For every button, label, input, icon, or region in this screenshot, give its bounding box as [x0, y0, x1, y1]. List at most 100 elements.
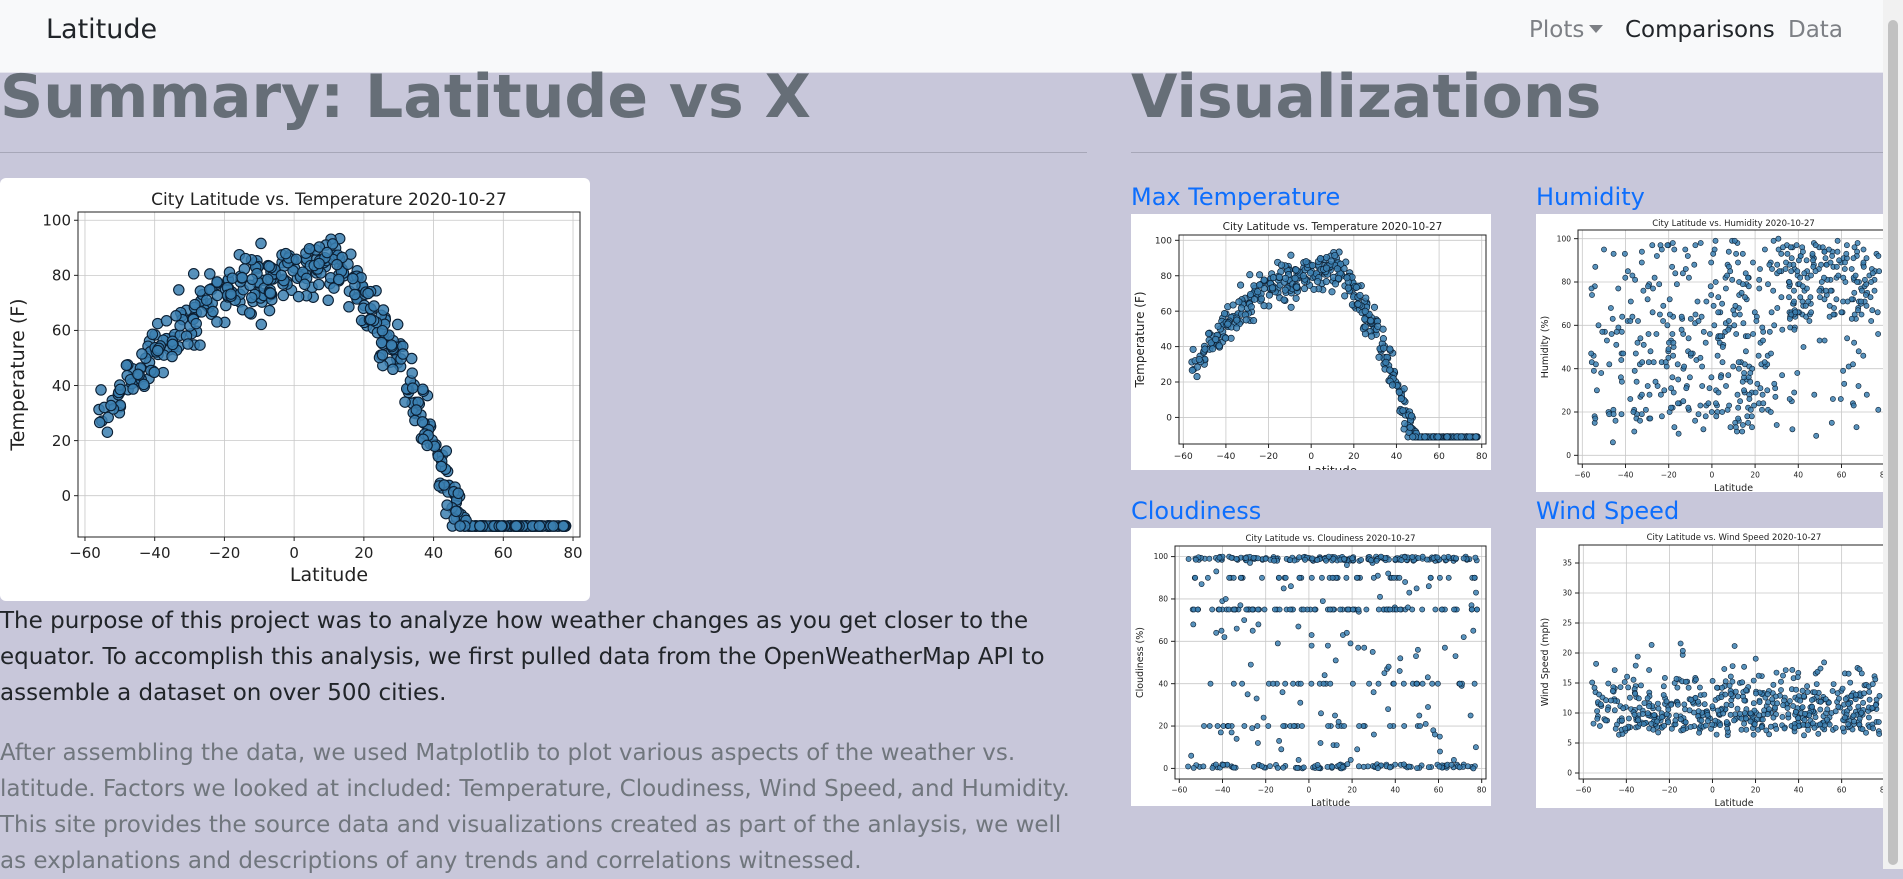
- data-point: [1622, 250, 1628, 257]
- data-point: [1735, 693, 1741, 700]
- data-point: [1314, 761, 1321, 768]
- data-point: [1764, 691, 1771, 698]
- viz-link-wind-speed[interactable]: Wind Speed: [1536, 497, 1680, 525]
- data-point: [1699, 383, 1706, 389]
- data-point: [1333, 265, 1341, 273]
- data-point: [1612, 417, 1619, 424]
- data-point: [1743, 715, 1749, 722]
- data-point: [1801, 710, 1808, 717]
- data-point: [1729, 678, 1736, 685]
- thumbnail-wind-speed[interactable]: −60−40−2002040608005101520253035City Lat…: [1536, 528, 1893, 809]
- data-point: [1701, 701, 1708, 708]
- data-point: [280, 247, 292, 260]
- nav-comparisons[interactable]: Comparisons: [1625, 17, 1775, 43]
- data-point: [1409, 433, 1417, 441]
- data-point: [1756, 285, 1763, 292]
- data-point: [1267, 763, 1273, 769]
- data-point: [1222, 596, 1229, 602]
- data-point: [1698, 717, 1705, 724]
- data-point: [1739, 422, 1746, 428]
- data-point: [1687, 723, 1694, 730]
- data-point: [1660, 318, 1666, 324]
- y-tick-label: 5: [1567, 739, 1572, 748]
- data-point: [1826, 302, 1833, 309]
- data-point: [1437, 748, 1443, 755]
- data-point: [1757, 266, 1763, 272]
- data-point: [1354, 300, 1362, 308]
- data-point: [1858, 670, 1865, 677]
- data-point: [1233, 625, 1240, 632]
- data-point: [1618, 357, 1625, 363]
- data-point: [1722, 285, 1729, 292]
- data-point: [1780, 702, 1786, 709]
- y-tick-label: 20: [1161, 378, 1173, 388]
- data-point: [1443, 433, 1451, 441]
- data-point: [1441, 644, 1448, 651]
- data-point: [1860, 352, 1867, 359]
- data-point: [1434, 680, 1441, 687]
- data-point: [1355, 606, 1362, 613]
- data-point: [1666, 296, 1673, 303]
- data-point: [1200, 763, 1207, 770]
- data-point: [1645, 283, 1651, 290]
- chart-title: City Latitude vs. Temperature 2020-10-27: [1223, 221, 1443, 233]
- scatter-series: [1589, 640, 1883, 739]
- data-point: [1296, 574, 1303, 581]
- data-point: [1643, 406, 1649, 413]
- data-point: [1243, 555, 1249, 561]
- viz-link-max-temperature[interactable]: Max Temperature: [1131, 183, 1341, 211]
- data-point: [1800, 344, 1807, 350]
- data-point: [1708, 292, 1715, 298]
- data-point: [1706, 385, 1713, 392]
- data-point: [1250, 554, 1257, 561]
- data-point: [1801, 270, 1808, 277]
- data-point: [1673, 675, 1680, 682]
- data-point: [1655, 700, 1661, 707]
- thumbnail-max-temperature[interactable]: −60 −40 −20 0 20 40 60 80 0 20 40 60 80 100 City Latit…: [1131, 214, 1491, 478]
- data-point: [1619, 378, 1625, 385]
- data-point: [1812, 268, 1819, 275]
- x-axis-label: Latitude: [1308, 464, 1357, 470]
- x-tick-label: −20: [209, 544, 241, 562]
- data-point: [1700, 328, 1707, 335]
- data-point: [1786, 396, 1793, 402]
- data-point: [1271, 557, 1277, 564]
- data-point: [1270, 680, 1276, 687]
- brand-link[interactable]: Latitude: [46, 14, 158, 45]
- data-point: [1406, 423, 1414, 432]
- data-point: [1729, 663, 1736, 669]
- data-point: [1751, 707, 1758, 714]
- nav-plots-dropdown[interactable]: Plots: [1529, 17, 1604, 43]
- nav-data[interactable]: Data: [1788, 17, 1843, 43]
- data-point: [1390, 680, 1397, 687]
- x-tick-label: −40: [1216, 452, 1235, 462]
- viz-link-cloudiness[interactable]: Cloudiness: [1131, 497, 1262, 525]
- data-point: [1805, 298, 1812, 305]
- data-point: [1656, 281, 1663, 288]
- data-point: [1673, 712, 1680, 719]
- page-scrollbar[interactable]: [1883, 0, 1903, 869]
- data-point: [1800, 693, 1807, 700]
- data-point: [1639, 359, 1646, 366]
- data-point: [1806, 318, 1813, 324]
- data-point: [1740, 320, 1747, 327]
- data-point: [1659, 413, 1665, 420]
- data-point: [1842, 696, 1849, 702]
- data-point: [1725, 372, 1732, 379]
- y-tick-label: 15: [1562, 679, 1572, 688]
- data-point: [1759, 324, 1766, 331]
- data-point: [1719, 409, 1726, 415]
- data-point: [1360, 763, 1367, 770]
- thumbnail-cloudiness[interactable]: −60 −40 −20 0 20 40 60 80 0 20 40 60 80 100 City Latit…: [1131, 528, 1491, 809]
- data-point: [1201, 723, 1207, 729]
- data-point: [1195, 355, 1203, 364]
- data-point: [1721, 666, 1728, 672]
- data-point: [1198, 581, 1205, 587]
- data-point: [1635, 717, 1642, 724]
- data-point: [1675, 376, 1682, 383]
- data-point: [1593, 660, 1599, 667]
- data-point: [1388, 381, 1397, 389]
- scrollbar-thumb[interactable]: [1888, 20, 1898, 865]
- viz-link-humidity[interactable]: Humidity: [1536, 183, 1645, 211]
